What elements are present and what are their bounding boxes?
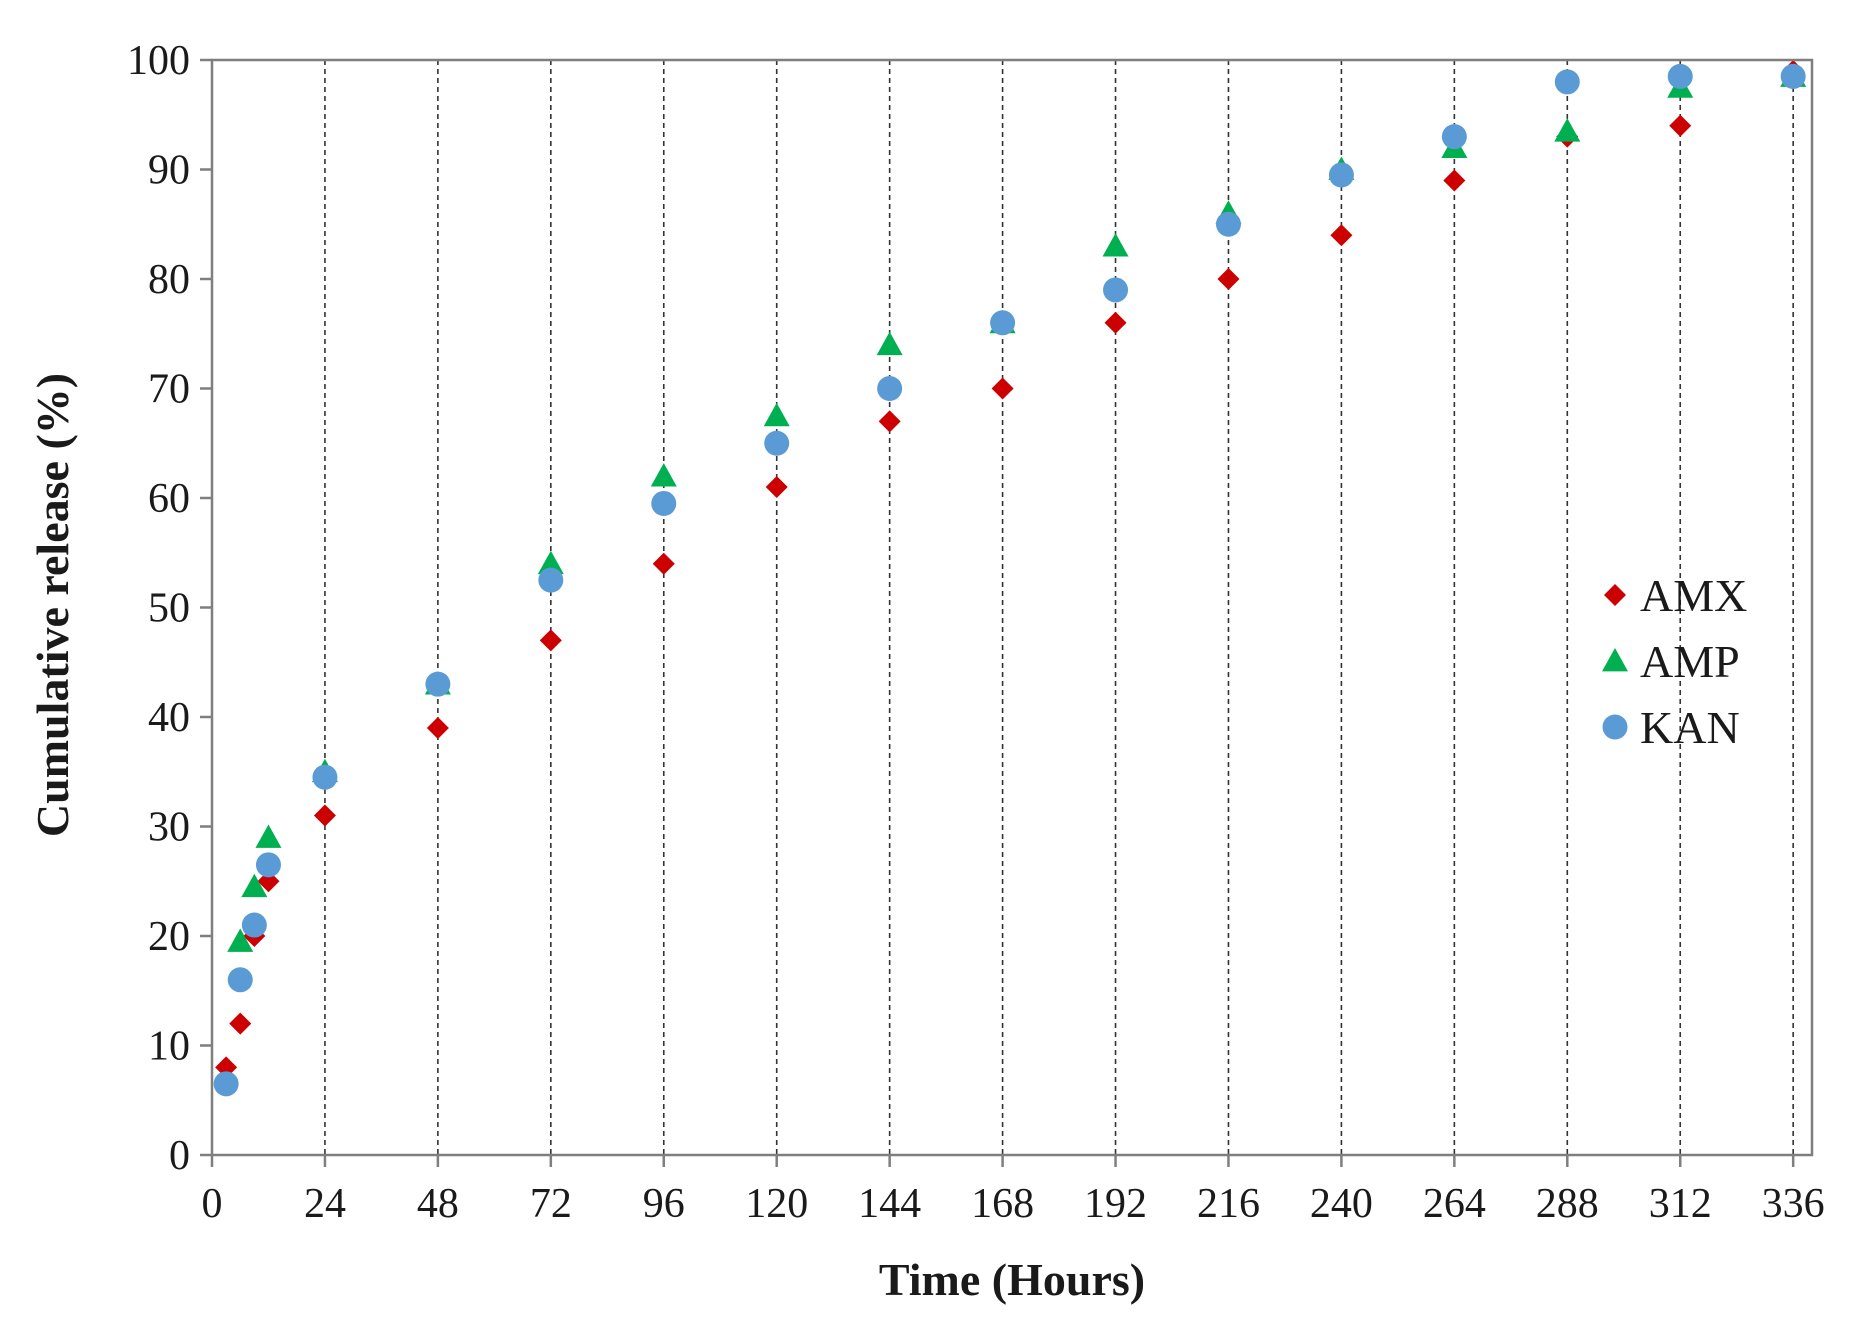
legend-marker-amp [1602,648,1628,672]
legend-label-amx: AMX [1640,570,1747,621]
data-point-amx [765,476,788,499]
x-tick-label: 312 [1649,1181,1712,1227]
data-point-amp [227,928,254,952]
data-point-kan [425,671,451,697]
data-point-amx [1330,224,1353,247]
x-tick-label: 24 [304,1181,346,1227]
data-point-amx [652,552,675,575]
data-point-kan [241,912,267,938]
data-point-kan [990,310,1016,336]
data-point-amx [878,410,901,433]
data-point-amp [255,824,282,848]
y-tick-label: 10 [148,1024,190,1070]
y-tick-label: 20 [148,914,190,960]
plot-frame [210,58,1814,1157]
data-point-amp [241,873,268,898]
data-point-kan [1667,63,1693,89]
legend-marker-kan [1602,714,1628,740]
data-point-amx [1217,268,1240,290]
x-tick-label: 288 [1536,1181,1599,1227]
data-point-kan [1780,63,1806,89]
series-amp [227,63,1807,952]
data-point-kan [1554,69,1580,95]
y-tick-label: 60 [148,476,190,522]
x-tick-label: 264 [1423,1181,1486,1227]
data-point-kan [651,490,677,516]
data-point-amp [876,331,903,356]
series-kan [213,63,1806,1097]
x-tick-label: 120 [745,1181,808,1227]
data-point-amx [426,716,449,739]
data-point-amp [763,402,790,427]
x-tick-label: 192 [1084,1181,1147,1227]
data-point-amx [1104,311,1127,334]
y-tick-label: 80 [148,257,190,303]
x-tick-label: 144 [858,1181,921,1227]
data-point-amx [539,629,562,652]
data-point-amp [537,550,564,575]
data-point-kan [764,430,790,456]
x-tick-labels: 0 24 48 72 96 120 144 168 192 216 240 264 288 312 336 [202,1155,1825,1227]
data-point-kan [312,764,338,790]
data-point-amp [1554,118,1581,142]
legend-marker-amx [1604,584,1626,606]
data-point-kan [1328,162,1354,188]
y-tick-labels: 0 10 20 30 40 50 60 70 80 90 100 [127,38,212,1179]
legend-label-kan: KAN [1640,702,1740,753]
legend-label-amp: AMP [1640,636,1740,687]
data-point-kan [1215,211,1241,237]
data-point-kan [213,1071,239,1097]
data-point-kan [538,567,564,593]
x-tick-label: 72 [530,1181,572,1227]
data-point-amx [991,377,1014,400]
y-tick-label: 90 [148,148,190,194]
x-axis-title: Time (Hours) [879,1254,1145,1305]
data-point-kan [255,852,281,878]
x-tick-label: 168 [971,1181,1034,1227]
series-amx [215,59,1805,1079]
y-tick-label: 30 [148,805,190,851]
x-gridlines [324,60,1794,1155]
y-tick-label: 50 [148,586,190,632]
data-point-amx [1669,114,1692,137]
data-point-kan [877,376,903,401]
data-points [213,59,1807,1097]
y-tick-label: 70 [148,367,190,413]
data-point-amx [313,804,336,827]
data-point-amp [650,463,677,487]
data-point-kan [1441,124,1467,150]
legend: AMX AMP KAN [1602,570,1747,753]
y-axis-title: Cumulative release (%) [27,373,78,837]
x-tick-label: 216 [1197,1181,1260,1227]
data-point-amp [1102,233,1129,257]
data-point-kan [1103,277,1129,303]
y-tick-label: 100 [127,38,190,84]
x-tick-label: 240 [1310,1181,1373,1227]
x-tick-label: 96 [643,1181,685,1227]
y-tick-label: 0 [169,1133,190,1179]
axes [210,58,1814,1157]
x-tick-label: 48 [417,1181,459,1227]
data-point-amx [229,1012,252,1035]
data-point-amx [1443,169,1466,192]
data-point-kan [227,967,253,993]
y-tick-label: 40 [148,695,190,741]
x-tick-label: 0 [202,1181,223,1227]
x-tick-label: 336 [1762,1181,1825,1227]
